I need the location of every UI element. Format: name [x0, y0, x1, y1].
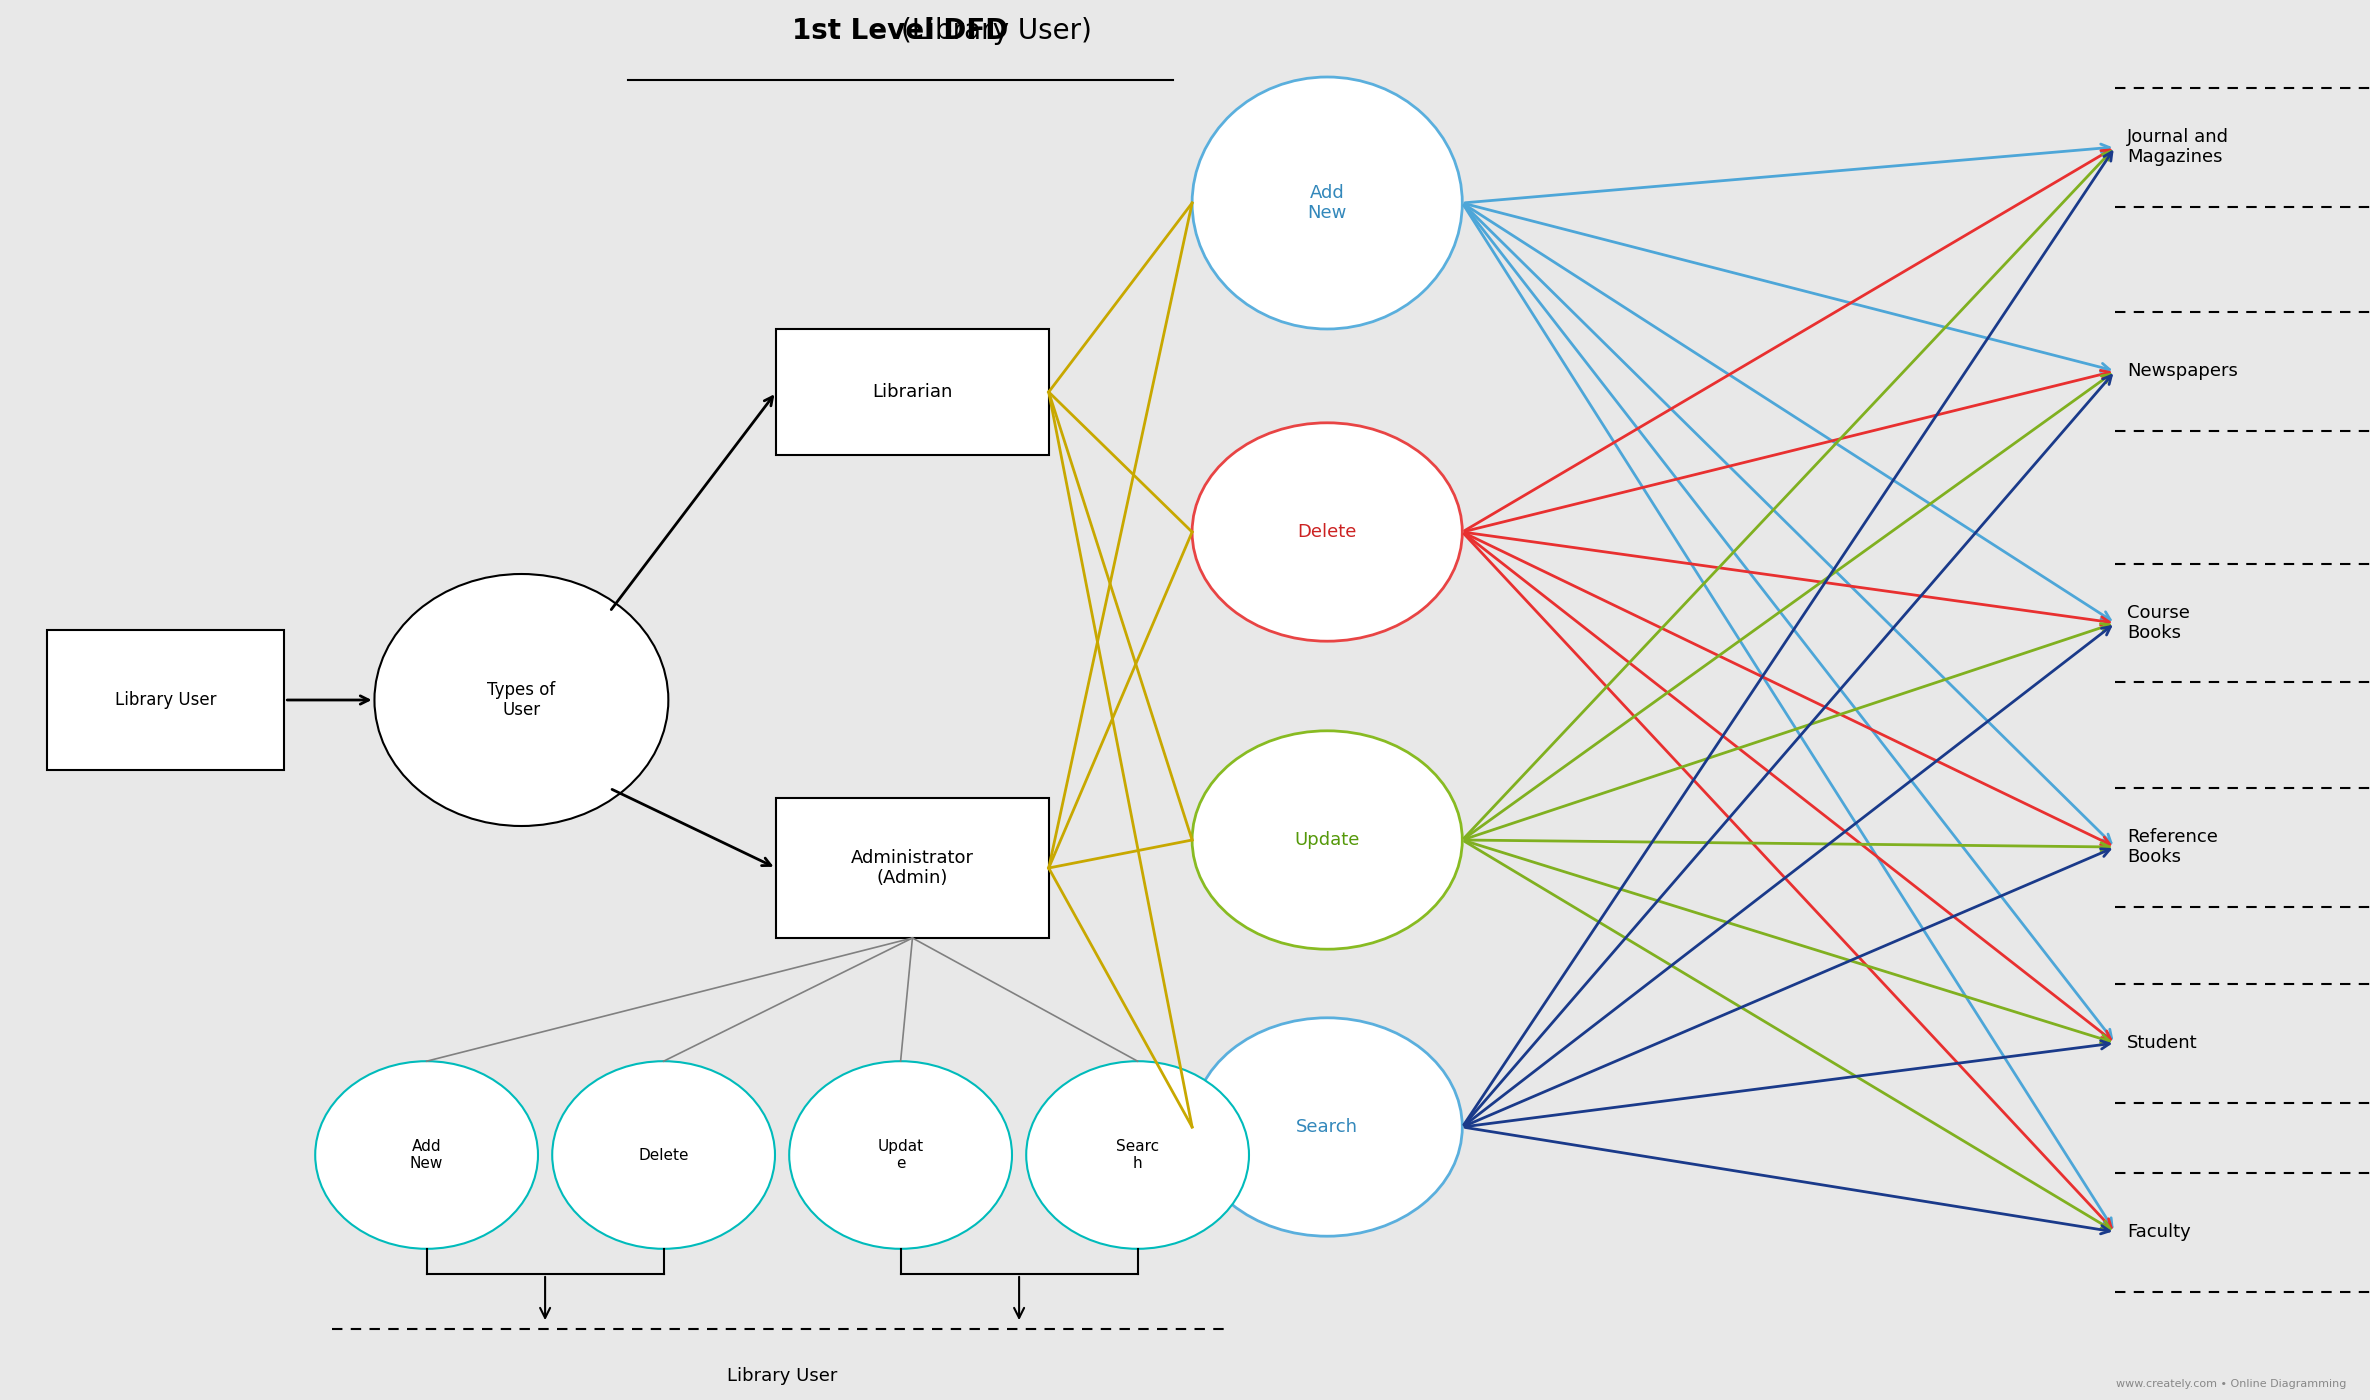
Text: Student: Student: [2128, 1035, 2197, 1051]
Text: Add
New: Add New: [410, 1138, 443, 1172]
Text: Add
New: Add New: [1308, 183, 1346, 223]
Text: Library User: Library User: [728, 1368, 837, 1385]
Text: Librarian: Librarian: [872, 384, 953, 400]
Text: Delete: Delete: [1296, 524, 1358, 540]
Text: Delete: Delete: [638, 1148, 690, 1162]
Text: www.creately.com • Online Diagramming: www.creately.com • Online Diagramming: [2116, 1379, 2346, 1389]
Ellipse shape: [1192, 1018, 1462, 1236]
Text: Newspapers: Newspapers: [2128, 363, 2237, 379]
Text: Administrator
(Admin): Administrator (Admin): [851, 848, 974, 888]
Ellipse shape: [552, 1061, 775, 1249]
FancyBboxPatch shape: [777, 798, 1048, 938]
Text: Searc
h: Searc h: [1116, 1138, 1159, 1172]
Ellipse shape: [1192, 77, 1462, 329]
FancyBboxPatch shape: [777, 329, 1048, 455]
Text: Journal and
Magazines: Journal and Magazines: [2128, 127, 2230, 167]
Text: 1st Level DFD: 1st Level DFD: [792, 17, 1010, 45]
Ellipse shape: [374, 574, 668, 826]
Text: Faculty: Faculty: [2128, 1224, 2190, 1240]
Text: (Library User): (Library User): [901, 17, 1093, 45]
Text: Library User: Library User: [116, 692, 216, 708]
Ellipse shape: [1192, 731, 1462, 949]
FancyBboxPatch shape: [47, 630, 284, 770]
Text: Types of
User: Types of User: [488, 680, 555, 720]
Text: Reference
Books: Reference Books: [2128, 827, 2218, 867]
Text: Update: Update: [1294, 832, 1360, 848]
Text: Search: Search: [1296, 1119, 1358, 1135]
Ellipse shape: [1192, 423, 1462, 641]
Ellipse shape: [315, 1061, 538, 1249]
Text: Course
Books: Course Books: [2128, 603, 2190, 643]
Ellipse shape: [789, 1061, 1012, 1249]
Ellipse shape: [1026, 1061, 1249, 1249]
Text: Updat
e: Updat e: [877, 1138, 924, 1172]
